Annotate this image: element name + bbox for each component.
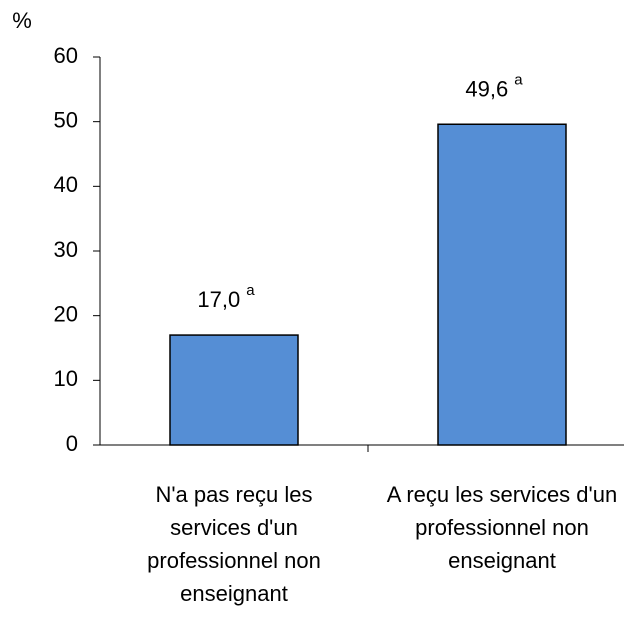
data-label: 49,6 a	[465, 71, 523, 101]
data-label-value: 17,0	[197, 287, 240, 312]
y-tick-label: 20	[54, 301, 78, 326]
x-tick-label: A reçu les services d'un professionnel n…	[386, 482, 618, 573]
y-tick-label: 60	[54, 43, 78, 68]
data-label-note: a	[514, 71, 523, 88]
y-tick-label: 0	[66, 431, 78, 456]
y-tick-label: 50	[54, 107, 78, 132]
y-tick-label: 30	[54, 237, 78, 262]
data-label-note: a	[246, 282, 255, 299]
x-tick-label: N'a pas reçu les services d'un professio…	[147, 482, 321, 606]
y-tick-label: 10	[54, 366, 78, 391]
data-label: 17,0 a	[197, 282, 255, 312]
data-label-value: 49,6	[465, 76, 508, 101]
y-tick-label: 40	[54, 172, 78, 197]
y-axis-label: %	[12, 8, 32, 33]
bar	[437, 123, 567, 446]
bar	[169, 334, 299, 446]
